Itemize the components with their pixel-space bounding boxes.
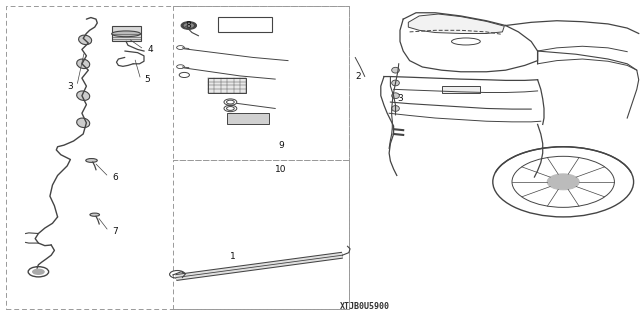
Text: XTJB0U5900: XTJB0U5900 xyxy=(340,302,390,311)
Text: 3: 3 xyxy=(397,94,403,103)
Circle shape xyxy=(547,174,579,190)
Bar xyxy=(6,6,349,309)
Ellipse shape xyxy=(112,31,141,37)
Ellipse shape xyxy=(90,213,100,216)
Text: 10: 10 xyxy=(275,165,287,174)
Text: 9: 9 xyxy=(278,141,284,150)
Text: 8: 8 xyxy=(186,21,191,30)
Bar xyxy=(173,160,349,309)
Text: 7: 7 xyxy=(112,227,118,236)
Ellipse shape xyxy=(86,159,97,162)
Bar xyxy=(173,6,349,160)
Bar xyxy=(227,113,269,124)
Text: 4: 4 xyxy=(147,45,153,54)
Circle shape xyxy=(184,23,194,28)
Text: 2: 2 xyxy=(355,72,361,81)
Text: 1: 1 xyxy=(230,252,236,261)
Bar xyxy=(208,78,246,93)
Circle shape xyxy=(32,269,45,275)
Text: 6: 6 xyxy=(112,173,118,182)
Text: 3: 3 xyxy=(68,82,73,91)
Ellipse shape xyxy=(392,80,399,86)
Circle shape xyxy=(181,22,196,29)
Polygon shape xyxy=(442,86,480,93)
Ellipse shape xyxy=(77,59,90,69)
Ellipse shape xyxy=(77,118,90,128)
Text: 5: 5 xyxy=(144,75,150,84)
Bar xyxy=(218,17,272,32)
Bar xyxy=(112,26,141,41)
Ellipse shape xyxy=(77,91,90,100)
Ellipse shape xyxy=(79,35,92,45)
Polygon shape xyxy=(408,14,504,33)
Ellipse shape xyxy=(392,67,399,73)
Ellipse shape xyxy=(392,106,399,111)
Ellipse shape xyxy=(392,93,399,99)
